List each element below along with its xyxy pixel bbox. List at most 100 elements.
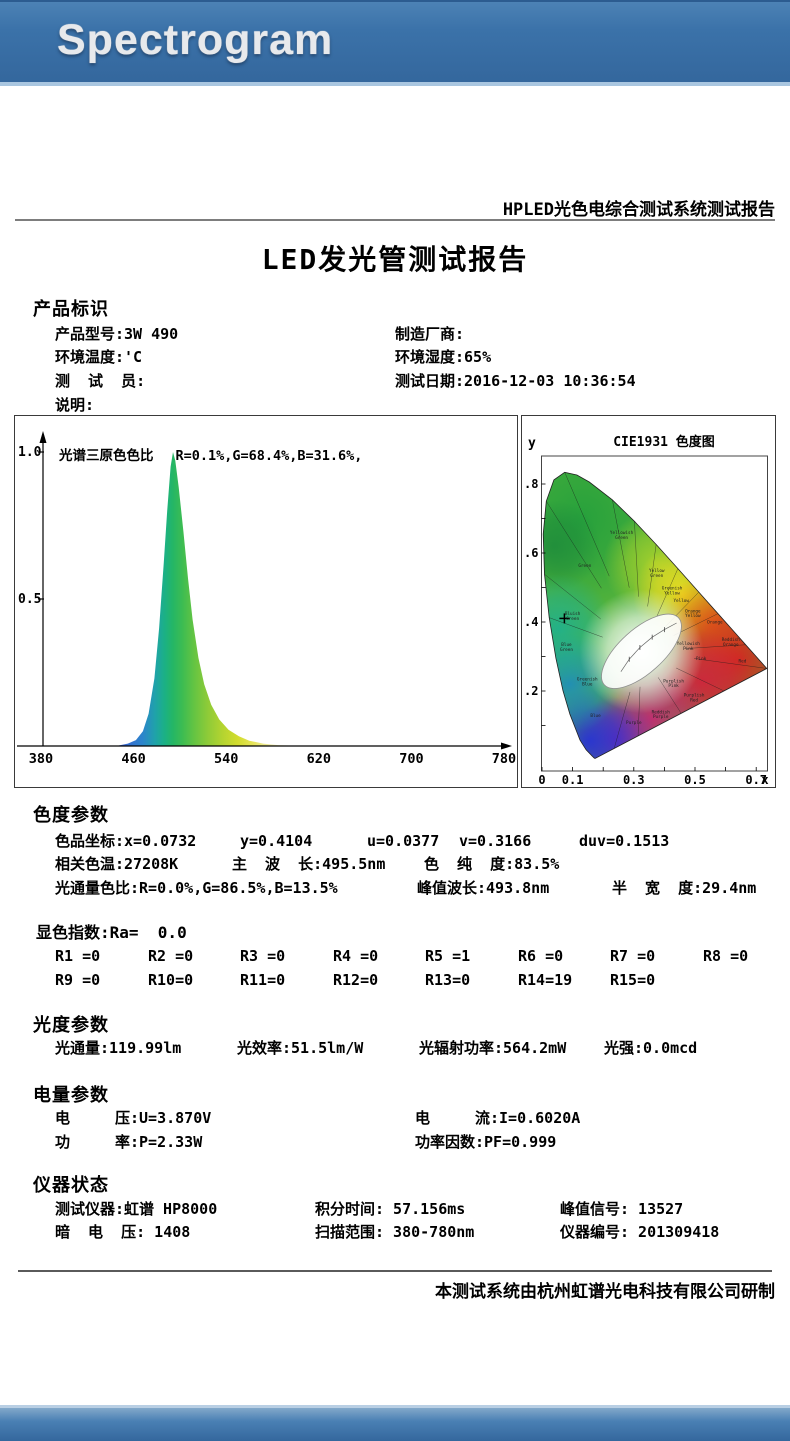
peak-wavelength: 峰值波长:493.8nm [417, 879, 550, 897]
svg-text:Purple: Purple [626, 720, 642, 726]
svg-text:Yellow: Yellow [673, 598, 689, 604]
cri-r6: R6 =0 [518, 947, 564, 965]
svg-text:Orange: Orange [707, 619, 723, 625]
svg-text:0: 0 [538, 773, 545, 787]
footer-banner [0, 1405, 790, 1441]
ambient-humidity-field: 环境湿度:65% [395, 348, 492, 366]
cri-r9: R9 =0 [55, 971, 101, 989]
cri-r7: R7 =0 [610, 947, 656, 965]
svg-text:Pink: Pink [696, 656, 707, 662]
dark-voltage-field: 暗 电 压: 1408 [55, 1223, 191, 1241]
app-logo: Spectrogram [57, 16, 334, 64]
cri-r5: R5 =1 [425, 947, 471, 965]
cri-r14: R14=19 [518, 971, 573, 989]
svg-text:780: 780 [492, 751, 516, 767]
cri-r12: R12=0 [333, 971, 379, 989]
svg-text:460: 460 [121, 751, 145, 767]
svg-text:CIE1931 色度图: CIE1931 色度图 [613, 434, 715, 450]
svg-text:700: 700 [399, 751, 423, 767]
svg-text:Green: Green [578, 563, 591, 569]
svg-text:0.5: 0.5 [684, 773, 706, 787]
svg-text:380: 380 [29, 751, 53, 767]
page-title: LED发光管测试报告 [261, 243, 529, 276]
test-date-field: 测试日期:2016-12-03 10:36:54 [395, 372, 636, 390]
svg-text:0.1: 0.1 [562, 773, 584, 787]
ambient-temperature-field: 环境温度:'C [55, 348, 143, 366]
cie-chart: y CIE1931 色度图 Green Yellowish Green Yellow Gre… [521, 415, 776, 788]
svg-text:0.3: 0.3 [623, 773, 645, 787]
half-width: 半 宽 度:29.4nm [612, 879, 757, 897]
manufacturer-field: 制造厂商: [395, 325, 465, 343]
cri-r11: R11=0 [240, 971, 286, 989]
svg-text:.8: .8 [524, 477, 538, 491]
instrument-serial-field: 仪器编号: 201309418 [560, 1223, 720, 1241]
svg-text:Red: Red [739, 658, 747, 664]
color-coordinate-y: y=0.4104 [240, 832, 313, 850]
integration-time-field: 积分时间: 57.156ms [315, 1200, 466, 1218]
color-coordinate-duv: duv=0.1513 [579, 832, 670, 850]
svg-text:540: 540 [214, 751, 238, 767]
luminous-efficacy: 光效率:51.5lm/W [237, 1039, 364, 1057]
photometric-heading: 光度参数 [33, 1015, 109, 1036]
cri-r3: R3 =0 [240, 947, 286, 965]
cri-r4: R4 =0 [333, 947, 379, 965]
current-field: 电 流:I=0.6020A [415, 1109, 581, 1127]
radiant-power: 光辐射功率:564.2mW [419, 1039, 567, 1057]
power-field: 功 率:P=2.33W [55, 1133, 203, 1151]
test-instrument-field: 测试仪器:虹谱 HP8000 [55, 1200, 218, 1218]
cri-r1: R1 =0 [55, 947, 101, 965]
svg-text:0.7: 0.7 [745, 773, 767, 787]
tester-field: 测 试 员: [55, 372, 146, 390]
luminous-intensity: 光强:0.0mcd [604, 1039, 698, 1057]
svg-text:y: y [528, 436, 536, 451]
dominant-wavelength: 主 波 长:495.5nm [232, 855, 386, 873]
product-model-field: 产品型号:3W 490 [55, 325, 179, 343]
spectrum-chart: 1.0 0.5 380 460 540 620 700 780 光谱三原色色比 R=0.1%,G=… [14, 415, 518, 788]
remark-field: 说明: [55, 396, 95, 414]
svg-text:x: x [761, 773, 768, 787]
cri-r2: R2 =0 [148, 947, 194, 965]
svg-text:620: 620 [307, 751, 331, 767]
header-rule [15, 219, 775, 221]
flux-color-ratio: 光通量色比:R=0.0%,G=86.5%,B=13.5% [55, 879, 338, 897]
cri-r10: R10=0 [148, 971, 194, 989]
color-coordinate-u: u=0.0377 [367, 832, 440, 850]
power-factor-field: 功率因数:PF=0.999 [415, 1133, 557, 1151]
header-banner: Spectrogram [0, 0, 790, 86]
scan-range-field: 扫描范围: 380-780nm [315, 1223, 475, 1241]
electrical-heading: 电量参数 [33, 1085, 109, 1106]
instrument-heading: 仪器状态 [33, 1175, 109, 1196]
correlated-color-temperature: 相关色温:27208K [55, 855, 179, 873]
cri-r8: R8 =0 [703, 947, 749, 965]
svg-text:.4: .4 [524, 615, 538, 629]
svg-text:.6: .6 [524, 546, 538, 560]
svg-text:.2: .2 [524, 684, 538, 698]
color-purity: 色 纯 度:83.5% [424, 855, 560, 873]
luminous-flux: 光通量:119.99lm [55, 1039, 182, 1057]
footer-note: 本测试系统由杭州虹谱光电科技有限公司研制 [435, 1282, 775, 1302]
peak-signal-field: 峰值信号: 13527 [560, 1200, 684, 1218]
system-title: HPLED光色电综合测试系统测试报告 [502, 200, 775, 220]
svg-text:1.0: 1.0 [18, 445, 42, 460]
chromaticity-heading: 色度参数 [33, 805, 109, 826]
footer-rule [18, 1270, 772, 1272]
cri-r13: R13=0 [425, 971, 471, 989]
color-coordinate-v: v=0.3166 [459, 832, 532, 850]
cri-r15: R15=0 [610, 971, 656, 989]
product-section-heading: 产品标识 [33, 299, 109, 320]
color-coordinate-x: 色品坐标:x=0.0732 [55, 832, 197, 850]
voltage-field: 电 压:U=3.870V [55, 1109, 212, 1127]
cri-heading-line: 显色指数:Ra= 0.0 [36, 923, 187, 942]
